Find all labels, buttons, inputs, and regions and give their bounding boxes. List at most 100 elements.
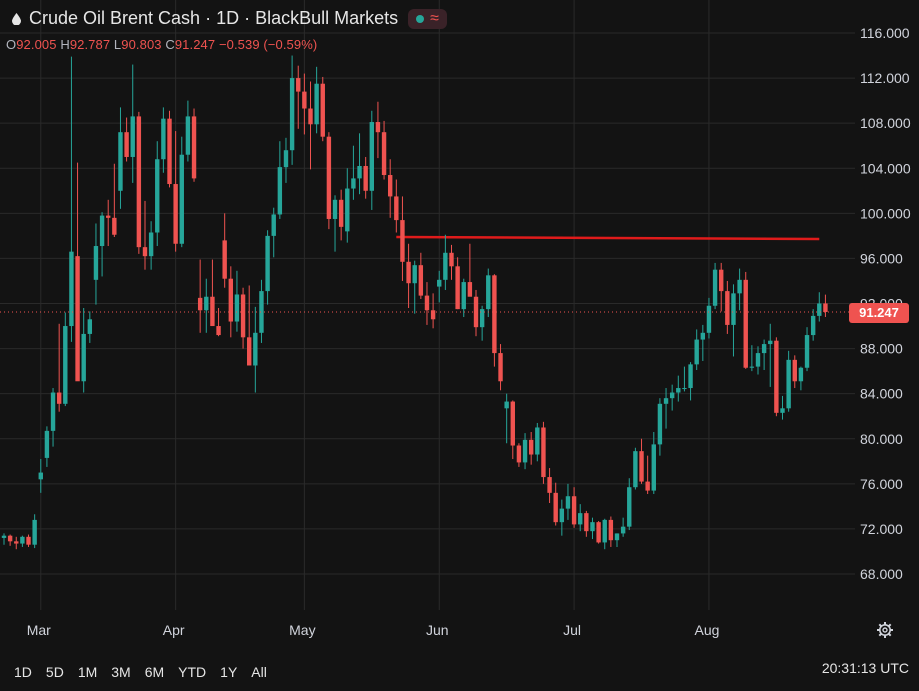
candle-body (418, 265, 424, 296)
candle-body (810, 315, 816, 336)
price-tick-label: 80.000 (860, 431, 903, 447)
candle-body (608, 519, 614, 541)
candle-body (486, 275, 491, 310)
candle-body (44, 430, 50, 458)
price-axis-labels: 116.000 112.000 108.000 104.000 100.000 96.00… (860, 25, 911, 582)
utc-clock[interactable]: 20:31:13 UTC (821, 660, 909, 676)
candle-body (191, 116, 197, 179)
price-tick-label: 68.000 (860, 566, 903, 582)
price-tick-label: 84.000 (860, 386, 903, 402)
candle-body (179, 154, 184, 244)
candle-body (296, 78, 301, 92)
candle-body (437, 279, 442, 287)
candle-body (516, 445, 522, 463)
symbol-title[interactable]: Crude Oil Brent Cash · 1D · BlackBull Ma… (29, 8, 399, 28)
candle-body (817, 303, 822, 316)
candle-body (535, 427, 540, 455)
candle-body (571, 496, 577, 525)
candle-body (682, 388, 687, 390)
candle-body (14, 541, 19, 544)
candle-body (26, 536, 31, 545)
candle-body (124, 132, 129, 157)
price-axis[interactable]: 116.000 112.000 108.000 104.000 100.000 96.00… (855, 0, 919, 610)
candle-body (185, 116, 191, 155)
candle-body (234, 294, 240, 322)
price-chart[interactable] (0, 0, 855, 610)
candle-body (387, 175, 393, 197)
range-button-all[interactable]: All (251, 663, 267, 680)
candle-body (774, 340, 779, 413)
candle-body (755, 353, 761, 367)
candle-body (289, 78, 295, 151)
candle-body (504, 401, 509, 409)
candle-body (302, 91, 307, 109)
candle-body (455, 266, 460, 310)
time-axis-labels: Mar Apr May Jun Jul Aug (27, 622, 720, 638)
candle-body (798, 367, 804, 382)
range-toolbar: 1D 5D 1M 3M 6M YTD 1Y All (0, 652, 919, 691)
candle-body (314, 83, 319, 125)
candle-body (780, 408, 785, 413)
range-button-1m[interactable]: 1M (77, 663, 98, 680)
time-axis[interactable]: Mar Apr May Jun Jul Aug (0, 610, 855, 650)
candle-body (161, 118, 166, 160)
range-button-3m[interactable]: 3M (111, 663, 131, 680)
candle-body (381, 132, 387, 176)
candle-body (400, 220, 405, 262)
candle-body (75, 256, 80, 382)
range-button-1d[interactable]: 1D (14, 663, 32, 680)
candle-body (326, 136, 332, 219)
grid (0, 0, 855, 610)
month-tick-label: Mar (27, 622, 51, 638)
settings-gear-icon[interactable] (876, 621, 894, 639)
candle-body (259, 291, 264, 333)
market-status-badge[interactable]: ≈ (408, 8, 447, 29)
candle-body (345, 188, 350, 232)
candle-body (173, 184, 178, 244)
price-tick-label: 104.000 (860, 160, 911, 176)
candle-body (222, 240, 227, 279)
range-button-5d[interactable]: 5D (45, 663, 64, 680)
candle-body (351, 178, 356, 189)
month-tick-label: Aug (694, 622, 719, 638)
candle-body (657, 403, 663, 445)
range-button-ytd[interactable]: YTD (178, 663, 207, 680)
candle-body (369, 122, 374, 191)
candle-body (823, 303, 828, 312)
month-tick-label: May (289, 622, 315, 638)
drawn-horizontal-line[interactable] (396, 235, 820, 241)
close-value: 91.247 (174, 37, 216, 52)
candle-body (743, 279, 748, 368)
candle-body (528, 439, 534, 455)
candle-body (792, 359, 797, 382)
price-tick-label: 100.000 (860, 205, 911, 221)
candle-body (197, 297, 203, 311)
candle-body (725, 291, 730, 325)
last-price-tag: 91.247 (849, 303, 909, 323)
chart-header: Crude Oil Brent Cash · 1D · BlackBull Ma… (12, 8, 447, 29)
candle-body (216, 326, 221, 336)
candle-body (633, 451, 638, 488)
candle-body (228, 278, 234, 322)
price-tick-label: 88.000 (860, 341, 903, 357)
price-tick-label: 72.000 (860, 521, 903, 537)
candle-body (240, 294, 246, 338)
candle-body (93, 246, 99, 280)
candle-body (639, 451, 644, 482)
candle-body (338, 199, 344, 227)
month-tick-label: Jul (563, 622, 581, 638)
range-button-6m[interactable]: 6M (144, 663, 165, 680)
candle-body (99, 215, 105, 247)
open-value: 92.005 (16, 37, 57, 52)
candle-body (406, 261, 411, 284)
price-tick-label: 76.000 (860, 476, 903, 492)
candle-body (412, 265, 417, 284)
candle-body (596, 522, 601, 543)
candle-body (761, 344, 767, 354)
chart-area[interactable] (0, 0, 855, 610)
candle-body (479, 309, 485, 328)
resistance-line[interactable] (396, 235, 820, 241)
range-button-1y[interactable]: 1Y (220, 663, 238, 680)
candle-body (204, 296, 209, 311)
close-label: C (165, 37, 175, 52)
